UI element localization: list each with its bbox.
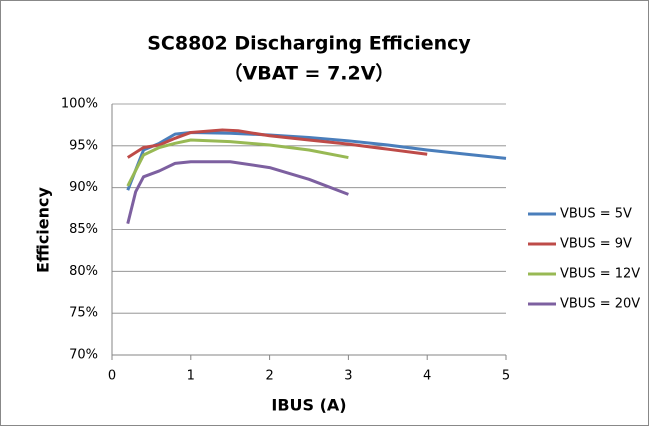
legend-label: VBUS = 5V <box>560 207 632 222</box>
y-tick-label: 80% <box>69 264 98 279</box>
y-tick-label: 75% <box>69 306 98 321</box>
x-tick-label: 2 <box>265 369 273 384</box>
y-tick-label: 85% <box>69 222 98 237</box>
y-axis-title: Efficiency <box>34 186 53 272</box>
legend-label: VBUS = 9V <box>560 237 632 252</box>
y-tick-label: 70% <box>69 348 98 363</box>
x-axis-title: IBUS (A) <box>271 396 346 415</box>
data-line <box>126 128 428 159</box>
x-tick-label: 5 <box>502 369 510 384</box>
x-tick-label: 3 <box>344 369 352 384</box>
x-tick-label: 0 <box>108 369 116 384</box>
x-tick-label: 1 <box>187 369 195 384</box>
x-tick-label: 4 <box>423 369 431 384</box>
y-tick-label: 95% <box>69 138 98 153</box>
data-line <box>126 138 349 187</box>
legend-label: VBUS = 20V <box>560 297 640 312</box>
chart-title: SC8802 Discharging Efficiency <box>147 33 471 55</box>
y-tick-label: 100% <box>61 97 98 112</box>
y-tick-label: 90% <box>69 180 98 195</box>
chart-subtitle: （VBAT = 7.2V） <box>224 62 395 85</box>
data-line <box>126 160 349 225</box>
legend-label: VBUS = 12V <box>560 267 640 282</box>
